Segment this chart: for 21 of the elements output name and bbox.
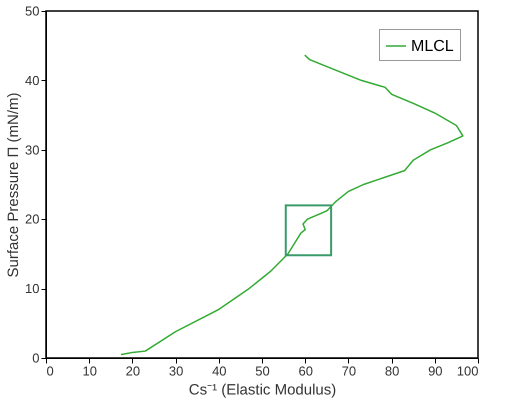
x-tick-label: 50 bbox=[255, 364, 270, 378]
x-tick-label: 20 bbox=[126, 364, 140, 378]
x-tick-label: 100 bbox=[456, 364, 478, 378]
y-tick-label: 30 bbox=[25, 142, 40, 158]
y-axis-title: Surface Pressure Π (mN/m) bbox=[5, 92, 22, 278]
x-tick-label: 10 bbox=[82, 364, 97, 378]
x-tick-label: 40 bbox=[212, 364, 227, 378]
x-axis-title: Cs⁻¹ (Elastic Modulus) bbox=[188, 382, 336, 398]
x-tick-label: 30 bbox=[168, 364, 184, 378]
x-tick-label: 90 bbox=[428, 364, 443, 378]
y-tick-label: 0 bbox=[32, 350, 40, 366]
y-tick-label: 10 bbox=[25, 281, 40, 296]
x-tick-label: 60 bbox=[298, 364, 313, 378]
y-tick-label: 40 bbox=[25, 72, 40, 88]
y-tick-label: 50 bbox=[25, 4, 40, 18]
x-tick-label: 80 bbox=[384, 364, 400, 378]
y-tick-label: 20 bbox=[25, 212, 40, 227]
line-series bbox=[120, 54, 464, 356]
x-tick-label: 70 bbox=[342, 364, 356, 378]
x-tick-label: 0 bbox=[46, 364, 54, 378]
legend-label: MLCL bbox=[411, 38, 454, 55]
